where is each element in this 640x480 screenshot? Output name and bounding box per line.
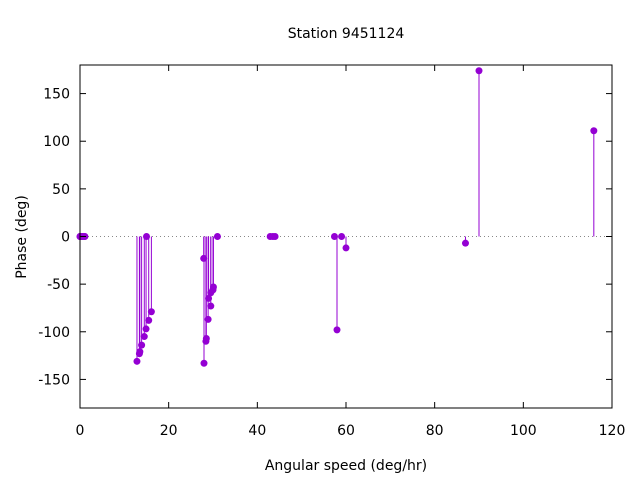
x-tick-label: 80 [426, 423, 444, 439]
data-point [475, 67, 483, 75]
y-tick-label: 100 [43, 134, 70, 150]
x-axis-label: Angular speed (deg/hr) [265, 458, 427, 474]
data-point [136, 348, 144, 356]
data-point [213, 233, 221, 240]
x-tick-label: 120 [599, 423, 626, 439]
data-point [142, 325, 150, 333]
data-point [200, 359, 208, 367]
data-point [461, 239, 469, 247]
data-point [138, 341, 146, 349]
data-point [207, 302, 215, 310]
x-tick-label: 20 [160, 423, 178, 439]
data-point [590, 127, 598, 135]
x-tick-label: 40 [248, 423, 266, 439]
data-point [271, 233, 279, 240]
y-tick-label: 150 [43, 87, 70, 103]
point-layer [76, 67, 598, 367]
x-tick-label: 60 [337, 423, 355, 439]
y-tick-label: -150 [38, 372, 70, 388]
x-tick-label: 0 [76, 423, 85, 439]
data-point [338, 233, 346, 240]
y-tick-label: 0 [61, 230, 70, 246]
data-point [209, 283, 217, 291]
chart-title: Station 9451124 [288, 26, 405, 42]
x-axis: 0 20 40 60 80 100 120 [76, 65, 626, 439]
data-point [204, 315, 212, 323]
y-tick-label: -100 [38, 325, 70, 341]
y-axis: -150 -100 -50 0 50 100 150 [38, 87, 612, 388]
data-point [147, 308, 155, 316]
x-tick-label: 100 [510, 423, 537, 439]
data-point [205, 294, 213, 302]
data-point [140, 333, 148, 341]
data-point [145, 316, 153, 324]
y-axis-label: Phase (deg) [14, 195, 30, 279]
data-point [143, 233, 150, 240]
data-point [202, 334, 210, 342]
y-tick-label: 50 [52, 182, 70, 198]
data-point [342, 244, 350, 252]
data-point [333, 326, 341, 334]
y-tick-label: -50 [47, 277, 70, 293]
data-point [330, 233, 338, 240]
data-point [133, 357, 141, 365]
data-point [200, 254, 208, 262]
